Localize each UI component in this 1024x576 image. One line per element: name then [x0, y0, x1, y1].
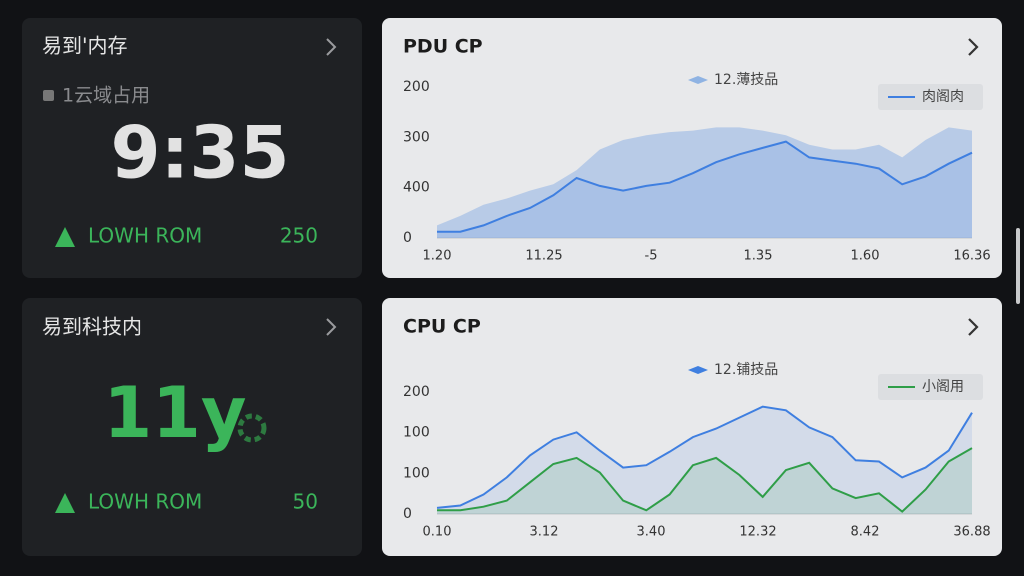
y-tick-label: 200 — [403, 384, 430, 400]
x-tick-label: 8.42 — [851, 525, 880, 540]
area-under-line — [437, 448, 972, 514]
legend-box — [878, 84, 983, 110]
chart-card — [382, 298, 1002, 556]
x-tick-label: 36.88 — [953, 525, 990, 540]
x-tick-label: 1.60 — [851, 249, 880, 264]
card-title: 易到'内存 — [42, 34, 128, 58]
card-value: 11y — [103, 372, 246, 454]
legend-marker — [688, 76, 708, 84]
legend-marker — [688, 366, 708, 374]
card-status: LOWH ROM — [88, 490, 202, 514]
area-under-line — [437, 406, 972, 514]
legend-box — [878, 374, 983, 400]
x-tick-label: -5 — [645, 249, 658, 264]
x-tick-label: 1.20 — [423, 249, 452, 264]
chart-title: PDU CP — [403, 36, 483, 58]
card-subtitle: 1云域占用 — [62, 85, 150, 107]
y-tick-label: 0 — [403, 506, 412, 522]
line — [437, 140, 973, 233]
chevron[interactable] — [326, 318, 337, 336]
card-count: 50 — [293, 490, 318, 514]
chevron[interactable] — [968, 38, 979, 56]
y-tick-label: 200 — [403, 79, 430, 95]
x-tick-label: 0.10 — [423, 525, 452, 540]
line — [436, 405, 973, 509]
area-under-line — [437, 141, 972, 238]
y-tick-label: 400 — [403, 180, 430, 196]
x-tick-label: 3.40 — [637, 525, 666, 540]
y-tick-label: 300 — [403, 129, 430, 145]
scrollbar[interactable] — [1016, 228, 1020, 304]
x-tick-label: 12.32 — [739, 525, 776, 540]
chevron[interactable] — [968, 318, 979, 336]
chevron[interactable] — [326, 38, 337, 56]
card — [22, 18, 362, 278]
card — [22, 298, 362, 556]
chart-title: CPU CP — [403, 316, 481, 338]
card-count: 250 — [280, 224, 318, 248]
legend-label: 肉阁肉 — [922, 89, 964, 105]
card-value: 9:35 — [110, 111, 289, 195]
x-tick-label: 3.12 — [530, 525, 559, 540]
y-tick-label: 100 — [403, 425, 430, 441]
legend-label: 12.铺技品 — [714, 362, 778, 378]
icon — [237, 413, 267, 443]
x-tick-label: 11.25 — [525, 249, 562, 264]
line — [437, 447, 973, 513]
card-title: 易到科技内 — [42, 315, 142, 339]
status-triangle — [55, 493, 75, 513]
y-tick-label: 0 — [403, 230, 412, 246]
legend-label: 12.薄技品 — [714, 72, 778, 88]
lock-icon — [43, 90, 54, 101]
area — [437, 127, 972, 238]
card-status: LOWH ROM — [88, 224, 202, 248]
status-triangle — [55, 227, 75, 247]
x-tick-label: 16.36 — [953, 249, 990, 264]
legend-label: 小阁用 — [922, 379, 964, 395]
x-tick-label: 1.35 — [744, 249, 773, 264]
y-tick-label: 100 — [403, 465, 430, 481]
